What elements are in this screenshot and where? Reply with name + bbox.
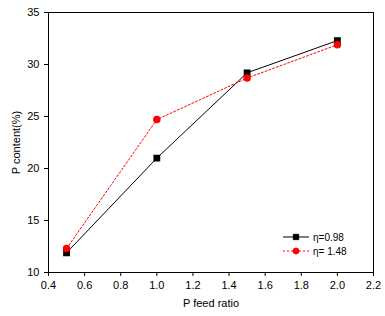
svg-text:1.4: 1.4	[221, 279, 236, 291]
svg-text:η= 1.48: η= 1.48	[313, 246, 347, 257]
svg-text:0.8: 0.8	[113, 279, 128, 291]
svg-text:25: 25	[27, 110, 39, 122]
svg-text:10: 10	[27, 266, 39, 278]
svg-text:20: 20	[27, 162, 39, 174]
svg-text:0.6: 0.6	[77, 279, 92, 291]
svg-text:1.8: 1.8	[294, 279, 309, 291]
svg-text:2.2: 2.2	[366, 279, 381, 291]
svg-text:30: 30	[27, 58, 39, 70]
svg-text:1.0: 1.0	[149, 279, 164, 291]
svg-text:35: 35	[27, 6, 39, 18]
svg-text:2.0: 2.0	[330, 279, 345, 291]
svg-text:P content(%): P content(%)	[10, 111, 22, 174]
svg-text:0.4: 0.4	[41, 279, 56, 291]
svg-text:P feed ratio: P feed ratio	[183, 297, 239, 309]
svg-text:15: 15	[27, 214, 39, 226]
svg-text:η=0.98: η=0.98	[313, 232, 344, 243]
svg-text:1.2: 1.2	[185, 279, 200, 291]
svg-text:1.6: 1.6	[258, 279, 273, 291]
